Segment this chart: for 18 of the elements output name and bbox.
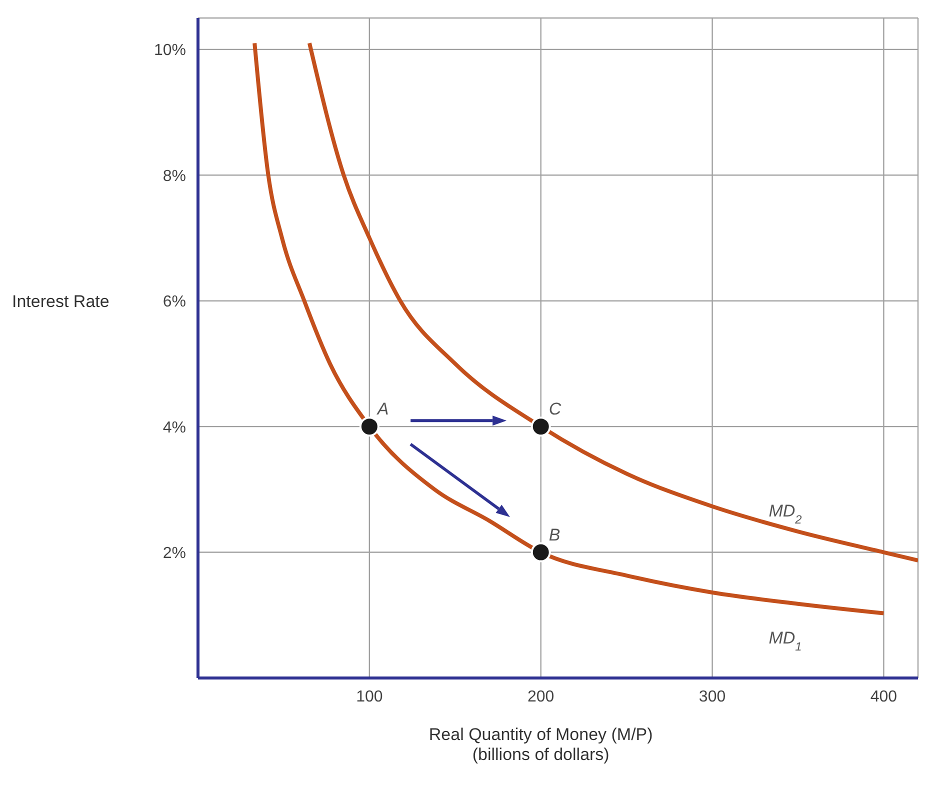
x-tick-label: 100: [356, 688, 383, 706]
y-axis-title: Interest Rate: [12, 292, 110, 311]
data-label: A: [376, 400, 389, 419]
x-tick-label: 400: [870, 688, 898, 706]
y-tick-label: 10%: [154, 42, 186, 60]
x-tick-label: 200: [528, 688, 554, 706]
data-label: C: [548, 400, 562, 419]
x-axis-title: Real Quantity of Money (M/P) (billions of dollars): [428, 725, 653, 764]
x-tick-label: 300: [698, 688, 726, 706]
y-tick-label: 4%: [162, 419, 186, 436]
data-label: B: [548, 525, 560, 544]
y-tick-label: 8%: [162, 168, 186, 185]
series-label: MD$_{2}$: [768, 501, 802, 526]
y-tick-label: 6%: [162, 294, 186, 311]
y-tick-label: 2%: [162, 544, 186, 562]
line-series: [307, 41, 918, 562]
line-series: [252, 41, 886, 616]
series-label: MD$_{1}$: [768, 628, 802, 654]
